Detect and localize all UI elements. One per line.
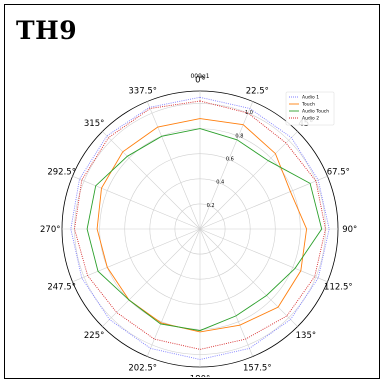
theta-tick-label: 90° xyxy=(342,225,357,235)
theta-tick-label: 112.5° xyxy=(324,282,353,292)
angular-gridline xyxy=(72,175,201,230)
theta-tick-label: 247.5° xyxy=(47,282,76,292)
legend-label: Audio 1 xyxy=(302,95,319,101)
radial-tick-label: 0.2 xyxy=(207,203,215,209)
series-lines xyxy=(70,96,330,360)
theta-tick-label: 337.5° xyxy=(128,87,157,97)
angular-gridline xyxy=(146,101,201,230)
theta-tick-label: 225° xyxy=(84,331,104,341)
theta-tick-label: 0° xyxy=(195,75,205,85)
theta-tick-label: 270° xyxy=(40,225,60,235)
polar-grid xyxy=(61,90,339,368)
angular-gridline xyxy=(146,228,201,357)
chart-title: 009g1 xyxy=(190,73,209,80)
theta-tick-label: 157.5° xyxy=(243,363,272,373)
theta-tick-label: 135° xyxy=(296,331,316,341)
angular-gridline xyxy=(102,228,201,327)
chart-panel xyxy=(4,4,380,379)
series-line xyxy=(70,96,330,360)
angular-gridline xyxy=(199,101,254,230)
radial-tick-label: 1.0 xyxy=(245,110,253,116)
theta-tick-label: 202.5° xyxy=(128,363,157,373)
legend-label: Audio 2 xyxy=(302,116,319,122)
theta-tick-label: 315° xyxy=(84,119,104,129)
series-line xyxy=(74,100,326,350)
angular-gridline xyxy=(199,131,298,230)
theta-tick-label: 292.5° xyxy=(47,168,76,178)
angular-gridline xyxy=(199,175,328,230)
radial-tick-label: 0.6 xyxy=(226,156,234,162)
legend-label: Audio Touch xyxy=(302,109,329,115)
angular-gridline xyxy=(199,228,254,357)
angular-gridline xyxy=(199,228,298,327)
legend-label: Touch xyxy=(301,102,315,108)
panel-label: TH9 xyxy=(16,16,78,45)
series-line xyxy=(96,118,308,333)
series-line xyxy=(86,128,323,332)
theta-tick-label: 180° xyxy=(190,375,210,377)
theta-tick-label: 67.5° xyxy=(327,168,350,178)
angular-gridline xyxy=(199,228,328,283)
angular-gridline xyxy=(102,131,201,230)
theta-tick-label: 22.5° xyxy=(246,87,269,97)
radial-tick-label: 0.8 xyxy=(235,133,243,139)
radial-tick-label: 0.4 xyxy=(216,180,224,186)
angular-gridline xyxy=(72,228,201,283)
legend-box xyxy=(285,91,335,126)
tick-labels: 0°22.5°45°67.5°90°112.5°135°157.5°180°20… xyxy=(40,75,357,377)
